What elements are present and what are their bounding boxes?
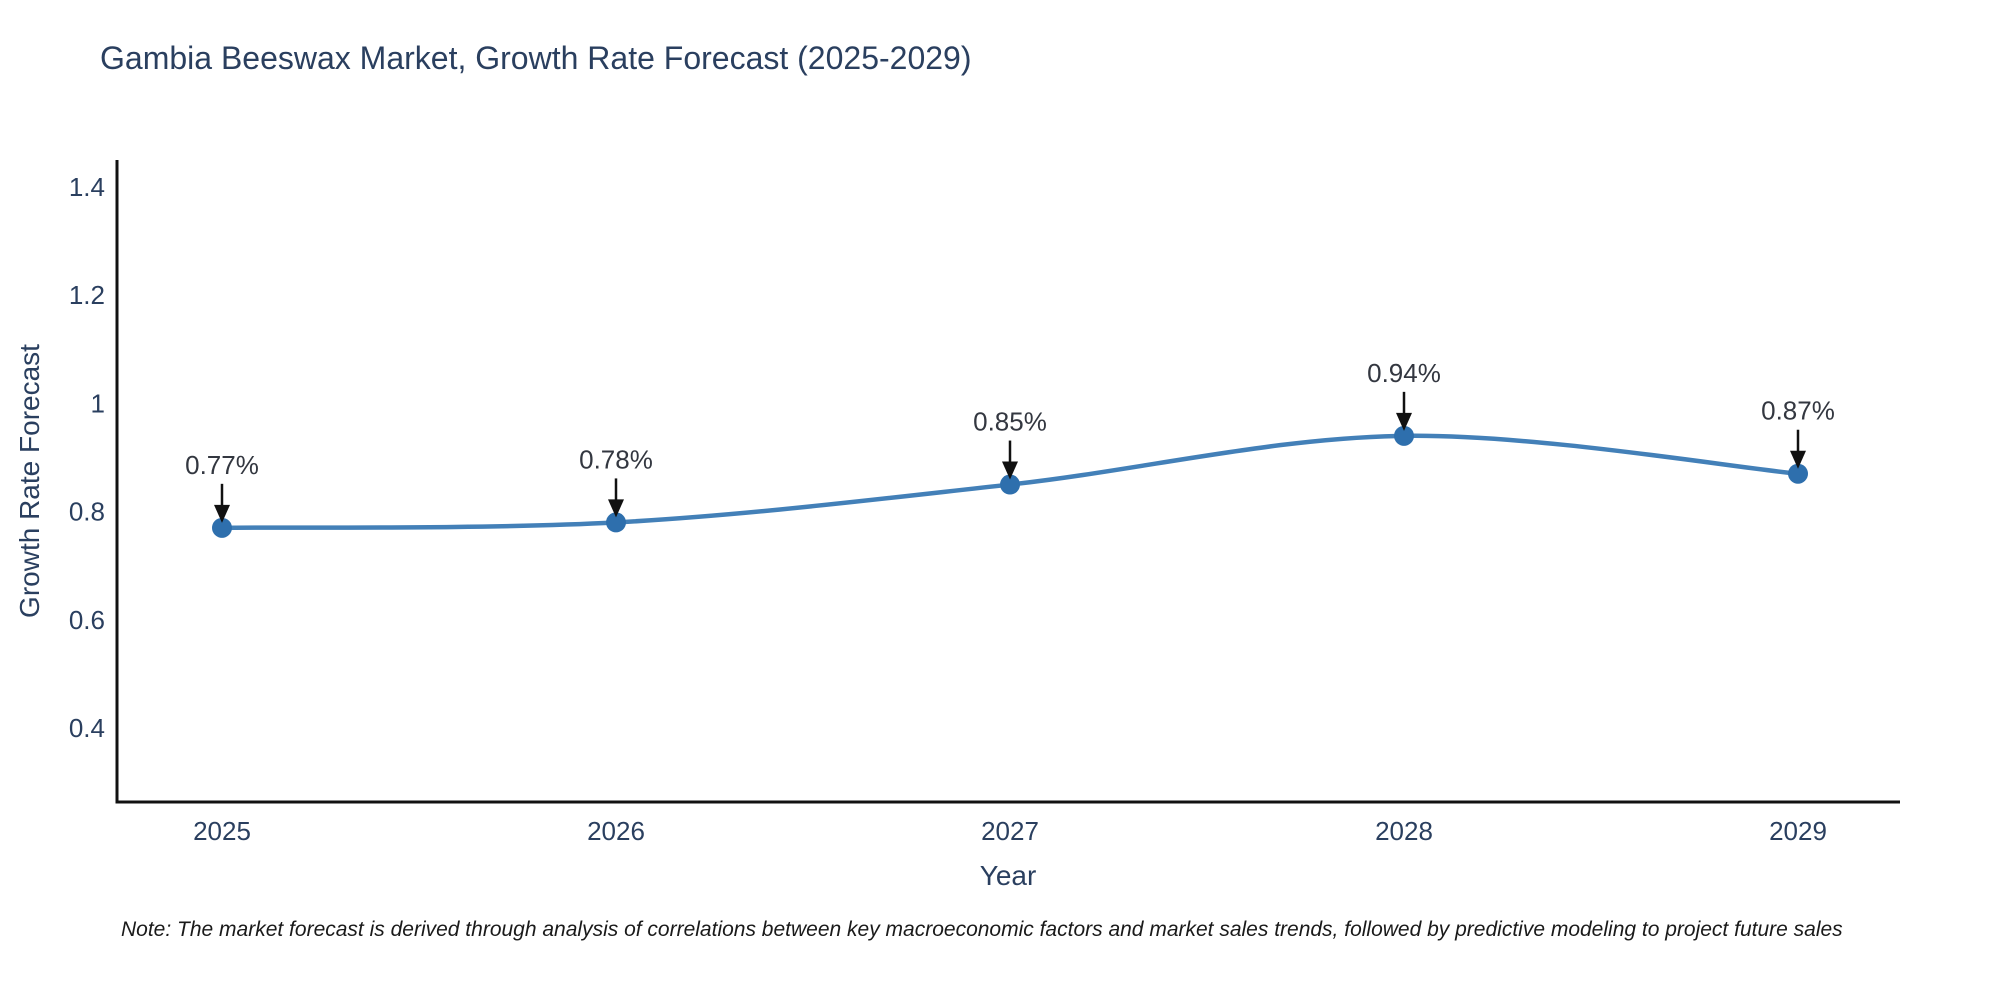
- x-axis-title: Year: [979, 860, 1037, 891]
- data-point-marker: [1788, 463, 1808, 484]
- y-tick-label: 0.8: [69, 497, 105, 527]
- data-point-marker: [606, 512, 626, 533]
- y-tick-label: 1: [91, 388, 105, 418]
- axis-line: [115, 160, 1900, 804]
- data-point-marker: [212, 517, 232, 538]
- y-tick-label: 0.4: [69, 713, 105, 743]
- data-point-marker: [1394, 425, 1414, 446]
- annotation-arrowhead: [1396, 412, 1412, 431]
- data-point-label: 0.94%: [1367, 358, 1441, 388]
- x-tick-label: 2029: [1769, 816, 1827, 846]
- data-point-label: 0.78%: [579, 444, 653, 474]
- y-tick-label: 0.6: [69, 605, 105, 635]
- annotation-arrowhead: [1002, 461, 1018, 480]
- x-tick-label: 2025: [193, 816, 251, 846]
- annotation-arrowhead: [1790, 450, 1806, 469]
- y-axis-title: Growth Rate Forecast: [14, 344, 45, 618]
- annotation-arrowhead: [214, 504, 230, 523]
- data-point-marker: [1000, 474, 1020, 495]
- x-tick-label: 2028: [1375, 816, 1433, 846]
- data-point-label: 0.85%: [973, 407, 1047, 437]
- chart-title: Gambia Beeswax Market, Growth Rate Forec…: [100, 40, 972, 76]
- x-tick-label: 2027: [981, 816, 1039, 846]
- data-point-label: 0.77%: [185, 450, 259, 480]
- footnote: Note: The market forecast is derived thr…: [121, 918, 1843, 941]
- annotation-arrowhead: [608, 499, 624, 518]
- data-point-label: 0.87%: [1761, 396, 1835, 426]
- y-tick-label: 1.4: [69, 172, 105, 202]
- x-tick-label: 2026: [587, 816, 645, 846]
- y-tick-label: 1.2: [69, 280, 105, 310]
